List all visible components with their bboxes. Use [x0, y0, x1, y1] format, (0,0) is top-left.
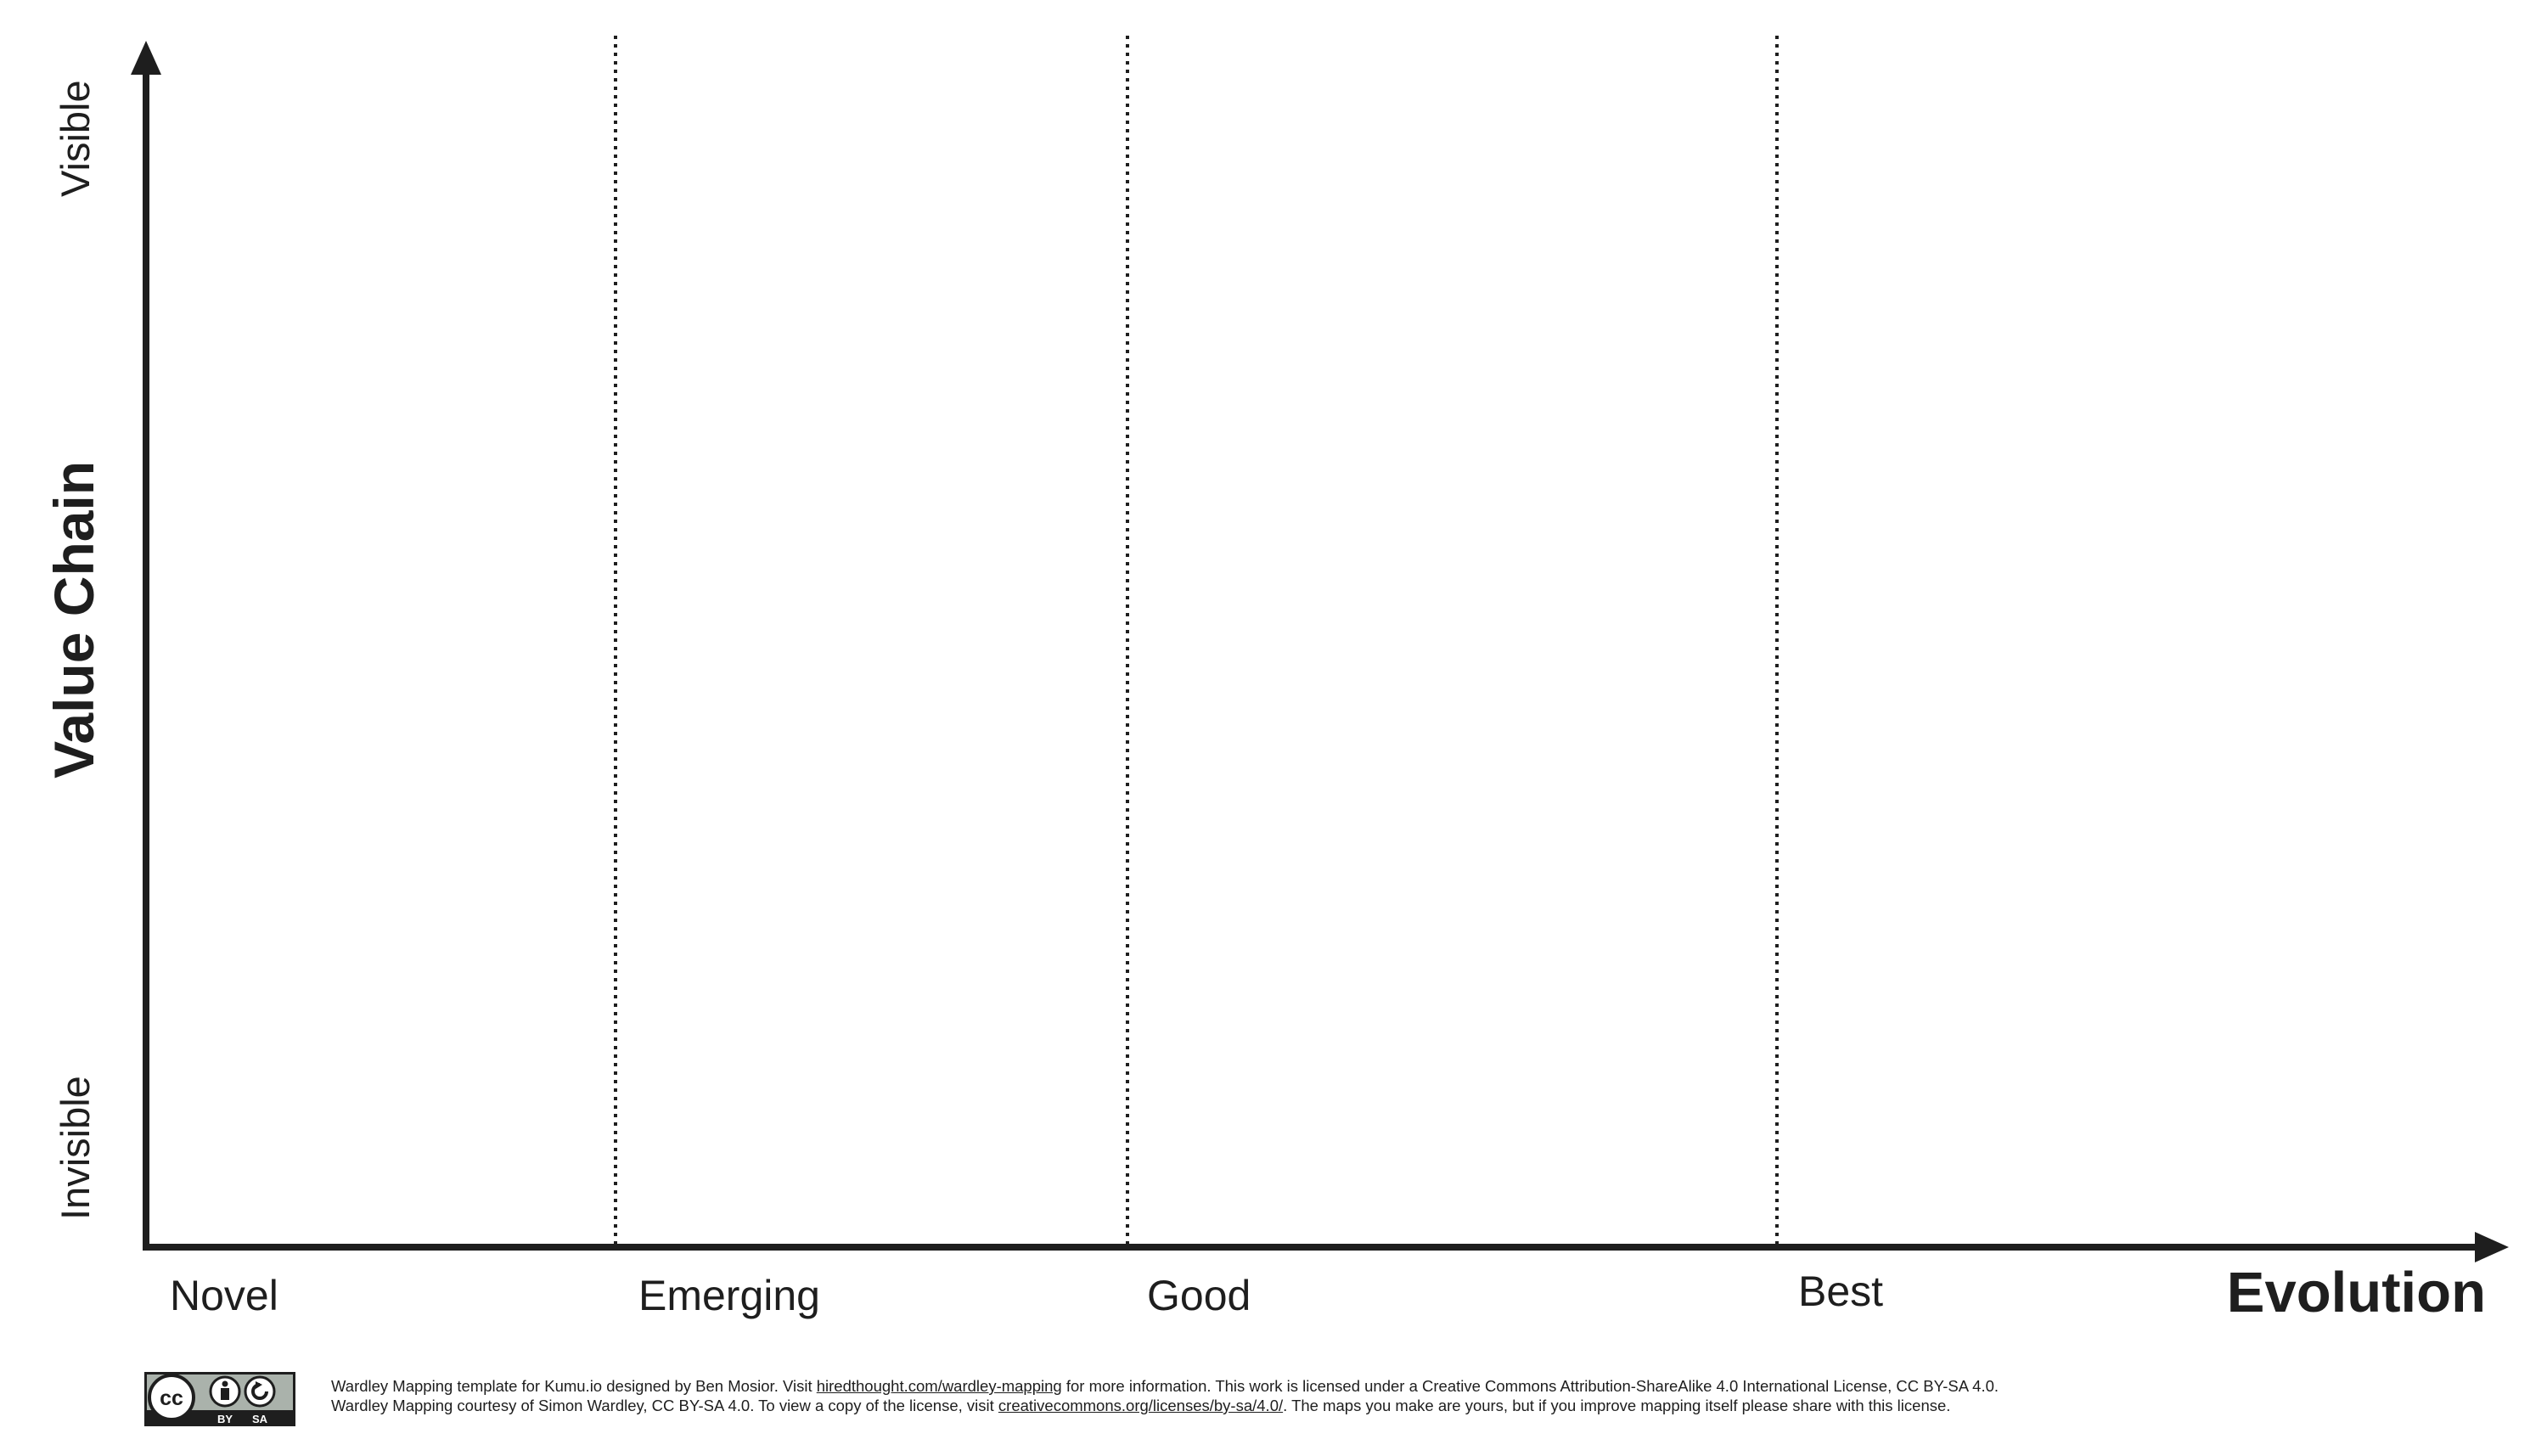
creativecommons-link[interactable]: creativecommons.org/licenses/by-sa/4.0/: [998, 1397, 1284, 1414]
x-axis-arrowhead: [2475, 1232, 2509, 1262]
y-axis-bottom-label: Invisible: [53, 1076, 98, 1220]
footer-line-1-suffix: for more information. This work is licen…: [1061, 1377, 1999, 1395]
stage-label-novel: Novel: [170, 1272, 278, 1319]
y-axis-top-label: Visible: [53, 80, 98, 197]
x-axis-title: Evolution: [2227, 1261, 2486, 1324]
by-label: BY: [217, 1413, 233, 1425]
stage-label-best: Best: [1798, 1268, 1883, 1315]
license-footer: Wardley Mapping template for Kumu.io des…: [331, 1376, 1999, 1415]
cc-by-sa-badge-icon: cc BY SA: [144, 1372, 295, 1426]
footer-line-2: Wardley Mapping courtesy of Simon Wardle…: [331, 1396, 1999, 1415]
footer-line-2-prefix: Wardley Mapping courtesy of Simon Wardle…: [331, 1397, 998, 1414]
footer-line-1: Wardley Mapping template for Kumu.io des…: [331, 1376, 1999, 1396]
cc-label: cc: [160, 1386, 183, 1410]
hiredthought-link[interactable]: hiredthought.com/wardley-mapping: [816, 1377, 1062, 1395]
stage-label-good: Good: [1147, 1272, 1251, 1319]
stage-label-emerging: Emerging: [638, 1272, 820, 1319]
sa-label: SA: [252, 1413, 268, 1425]
footer-line-1-prefix: Wardley Mapping template for Kumu.io des…: [331, 1377, 817, 1395]
footer-line-2-suffix: . The maps you make are yours, but if yo…: [1283, 1397, 1951, 1414]
y-axis-arrowhead: [131, 41, 161, 75]
y-axis-title: Value Chain: [42, 461, 105, 779]
stage-dividers: [614, 36, 1779, 1244]
